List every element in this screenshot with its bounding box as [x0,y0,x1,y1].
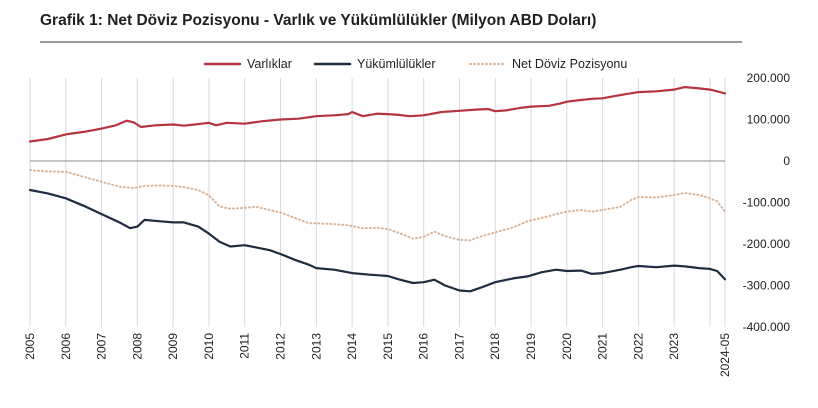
x-tick-label: 2023 [667,333,681,360]
x-tick-label: 2013 [309,333,323,360]
x-tick-label: 2020 [560,333,574,360]
y-axis: 200.000 100.000 0 -100.000 -200.000 -300.000 -… [743,71,791,334]
series-layer [28,86,727,293]
x-tick-label: 2012 [274,333,288,360]
x-tick-label: 2011 [238,333,252,359]
series-line-2 [28,188,727,293]
legend: Varlıklar Yükümlülükler Net Döviz Pozisyon… [203,57,627,71]
y-tick-label: 0 [783,154,790,168]
x-tick-label: 2014 [345,333,359,360]
x-tick-label: 2017 [453,333,467,360]
x-tick-label: 2018 [488,333,502,360]
x-tick-label: 2007 [95,333,109,360]
x-tick-label: 2024-05 [718,333,732,377]
chart-title: Grafik 1: Net Döviz Pozisyonu - Varlık v… [40,12,596,29]
x-tick-label: 2005 [23,333,37,360]
x-tick-label: 2010 [202,333,216,360]
series-line-3 [29,169,726,242]
y-tick-label: -100.000 [743,196,791,210]
x-tick-label: 2015 [381,333,395,360]
x-tick-label: 2019 [524,333,538,360]
y-tick-label: -400.000 [743,320,791,334]
y-tick-label: -200.000 [743,237,791,251]
legend-label-3: Net Döviz Pozisyonu [512,57,627,71]
x-tick-label: 2009 [166,333,180,360]
x-tick-label: 2021 [596,333,610,360]
legend-label-1: Varlıklar [247,57,292,71]
series-line-1 [28,86,727,143]
x-tick-label: 2016 [417,333,431,360]
gridlines [29,78,726,327]
x-tick-label: 2008 [130,333,144,360]
x-tick-label: 2022 [631,333,645,360]
legend-label-2: Yükümlülükler [357,57,436,71]
y-tick-label: 200.000 [747,71,791,85]
x-tick-label: 2006 [59,333,73,360]
y-tick-label: 100.000 [747,113,791,127]
x-axis: 2005 2006 2007 2008 2009 2010 2011 2012 2013 2014… [23,333,732,377]
y-tick-label: -300.000 [743,279,791,293]
